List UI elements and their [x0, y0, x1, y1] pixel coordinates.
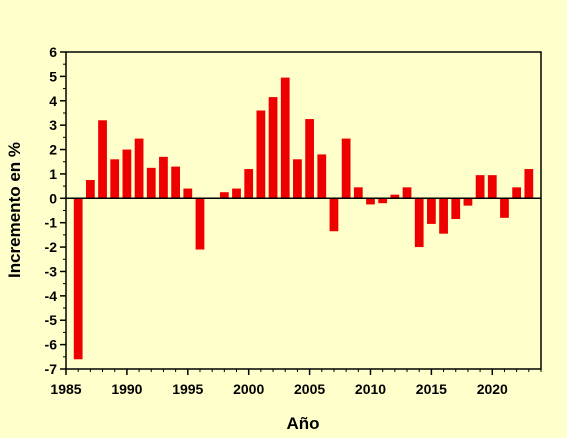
- bar-2006: [317, 154, 327, 199]
- bar-2017: [451, 198, 461, 220]
- x-tick-label: 1990: [111, 381, 142, 397]
- y-tick-label: -5: [45, 312, 58, 328]
- y-tick-label: -2: [45, 239, 58, 255]
- bar-2011: [378, 198, 388, 204]
- bars-layer: [73, 77, 534, 360]
- bar-1987: [85, 180, 95, 199]
- y-tick-label: 3: [49, 117, 57, 133]
- x-tick-label: 2000: [233, 381, 264, 397]
- x-tick-label: 2020: [477, 381, 508, 397]
- y-tick-label: -4: [45, 288, 58, 304]
- bar-2019: [475, 175, 485, 199]
- bar-2002: [268, 97, 278, 199]
- y-tick-label: 1: [49, 166, 57, 182]
- bar-2009: [353, 187, 363, 199]
- bar-2016: [439, 198, 448, 234]
- x-axis-ticks: 1985 1990 1995 2000 2005 2010 2015 2020: [50, 369, 542, 397]
- bar-2013: [402, 187, 412, 199]
- bar-2020: [487, 175, 497, 199]
- bar-1996: [195, 198, 205, 250]
- y-tick-label: -6: [45, 337, 58, 353]
- bar-2023: [524, 169, 534, 199]
- bar-1989: [110, 159, 120, 199]
- bar-2012: [390, 194, 400, 199]
- bar-1995: [183, 188, 193, 199]
- y-tick-label: -7: [45, 361, 58, 377]
- bar-2010: [366, 198, 375, 205]
- bar-1986: [73, 198, 83, 360]
- y-tick-label: -3: [45, 263, 58, 279]
- x-tick-label: 2005: [294, 381, 325, 397]
- bar-2015: [427, 198, 436, 224]
- bar-2022: [512, 187, 522, 199]
- bar-2018: [463, 198, 473, 206]
- y-tick-label: 4: [49, 93, 57, 109]
- bar-2000: [244, 169, 254, 199]
- x-tick-label: 1995: [172, 381, 203, 397]
- y-tick-label: 0: [49, 190, 57, 206]
- bar-1988: [98, 120, 107, 199]
- bar-2014: [414, 198, 424, 248]
- y-axis-title: Incremento en %: [5, 142, 24, 278]
- x-tick-label: 2010: [355, 381, 386, 397]
- bar-1998: [219, 192, 229, 199]
- plot-frame: [65, 51, 542, 370]
- y-tick-label: 6: [49, 44, 57, 60]
- y-tick-label: 5: [49, 68, 57, 84]
- x-tick-label: 1985: [50, 381, 81, 397]
- bar-2007: [329, 198, 339, 232]
- x-axis-title: Año: [286, 414, 319, 433]
- bar-1992: [146, 167, 156, 199]
- bar-2001: [256, 110, 266, 199]
- bar-2021: [500, 198, 509, 218]
- bar-1993: [159, 156, 168, 199]
- bar-2004: [293, 159, 302, 199]
- bar-2008: [341, 138, 351, 199]
- bar-1999: [232, 188, 241, 199]
- y-axis-ticks: 6 5 4 3 2 1 0 -1 -2 -3 -4 -5 -6 -7: [45, 44, 66, 377]
- x-tick-label: 2015: [416, 381, 447, 397]
- y-tick-label: -1: [45, 215, 58, 231]
- bar-2005: [305, 119, 314, 199]
- bar-1991: [134, 138, 144, 199]
- bar-1990: [122, 149, 132, 199]
- bar-1994: [171, 166, 180, 199]
- y-tick-label: 2: [49, 142, 57, 158]
- bar-2003: [280, 77, 290, 199]
